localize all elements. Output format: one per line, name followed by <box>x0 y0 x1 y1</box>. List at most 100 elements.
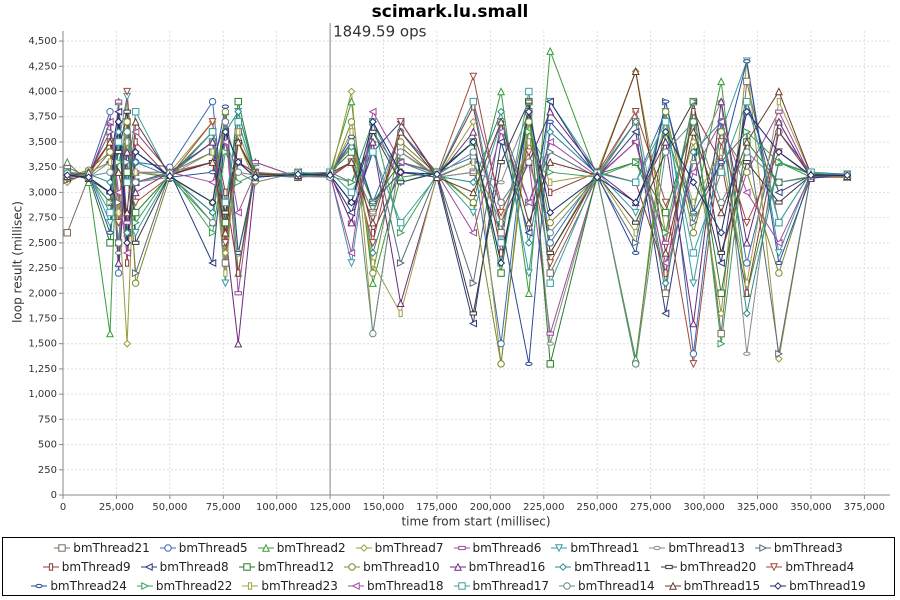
marker <box>661 118 670 126</box>
marker <box>775 178 783 187</box>
marker <box>164 543 172 552</box>
marker <box>114 218 123 227</box>
marker <box>742 188 751 197</box>
marker <box>234 158 243 167</box>
y-tick-label: 4,500 <box>28 36 57 47</box>
marker <box>116 208 121 217</box>
marker <box>221 218 230 227</box>
marker <box>719 148 724 156</box>
marker <box>234 137 243 146</box>
legend-item: bmThread15 <box>664 577 760 595</box>
marker <box>221 118 230 126</box>
marker <box>234 291 242 296</box>
marker <box>347 157 356 166</box>
marker <box>469 311 477 316</box>
marker <box>775 218 783 227</box>
y-tick-label: 1,500 <box>28 339 57 350</box>
marker <box>221 249 230 257</box>
marker <box>114 107 123 116</box>
marker <box>234 250 242 256</box>
marker <box>347 208 356 217</box>
marker <box>525 127 534 136</box>
x-tick-label: 125,000 <box>309 502 350 513</box>
marker <box>457 581 466 590</box>
legend-symbol <box>344 562 361 571</box>
x-tick-label: 225,000 <box>523 502 564 513</box>
marker <box>208 157 217 166</box>
marker <box>208 218 217 227</box>
marker <box>497 160 505 165</box>
marker <box>661 279 670 288</box>
legend-symbol <box>555 562 572 571</box>
marker <box>770 562 779 571</box>
legend-item: bmThread21 <box>54 539 150 557</box>
legend-item: bmThread23 <box>242 577 338 595</box>
legend-label: bmThread3 <box>773 540 843 555</box>
marker <box>525 99 533 104</box>
legend-item: bmThread1 <box>551 539 639 557</box>
marker <box>123 339 132 348</box>
marker <box>165 172 174 181</box>
marker <box>106 218 115 227</box>
marker <box>369 210 377 215</box>
legend-symbol <box>770 581 787 590</box>
marker <box>234 107 243 116</box>
marker <box>775 158 784 167</box>
marker <box>524 238 533 247</box>
marker <box>498 218 504 227</box>
marker <box>347 143 356 151</box>
marker <box>716 117 725 126</box>
marker <box>106 107 114 116</box>
marker <box>524 198 533 207</box>
legend-item: bmThread20 <box>660 558 756 576</box>
marker <box>775 349 784 358</box>
marker <box>717 250 725 256</box>
marker <box>106 239 114 247</box>
marker <box>546 157 555 166</box>
marker <box>63 171 72 180</box>
marker <box>469 138 478 146</box>
annotation-text: 1849.59 ops <box>333 23 426 41</box>
marker <box>469 188 478 197</box>
marker <box>106 137 115 146</box>
marker <box>114 258 123 267</box>
marker <box>665 564 673 569</box>
marker <box>689 360 698 369</box>
legend-label: bmThread6 <box>472 540 542 555</box>
legend-label: bmThread19 <box>789 578 866 593</box>
marker <box>526 138 531 146</box>
x-tick-label: 300,000 <box>683 502 724 513</box>
marker <box>775 200 783 205</box>
marker <box>774 238 783 247</box>
legend-symbol <box>54 543 71 552</box>
marker <box>471 158 476 166</box>
marker <box>546 269 554 277</box>
marker <box>106 198 115 207</box>
marker <box>661 309 670 318</box>
x-tick-label: 275,000 <box>630 502 671 513</box>
marker <box>742 107 751 116</box>
marker <box>661 127 670 136</box>
x-tick-label: 50,000 <box>152 502 187 513</box>
marker <box>689 97 698 106</box>
marker <box>234 339 243 348</box>
legend-item: bmThread8 <box>140 558 229 576</box>
marker <box>369 200 377 205</box>
marker <box>396 180 405 185</box>
marker <box>208 118 217 127</box>
marker <box>661 248 670 257</box>
marker <box>497 107 505 116</box>
legend-label: bmThread12 <box>257 559 335 574</box>
x-tick-label: 25,000 <box>99 502 134 513</box>
marker <box>347 218 356 227</box>
marker <box>632 250 640 256</box>
marker <box>396 118 405 127</box>
marker <box>236 269 241 277</box>
marker <box>368 249 377 257</box>
marker <box>131 279 140 287</box>
marker <box>468 228 477 237</box>
marker <box>106 230 114 235</box>
marker <box>689 127 698 136</box>
y-tick-label: 4,000 <box>28 87 57 98</box>
marker <box>469 178 478 187</box>
